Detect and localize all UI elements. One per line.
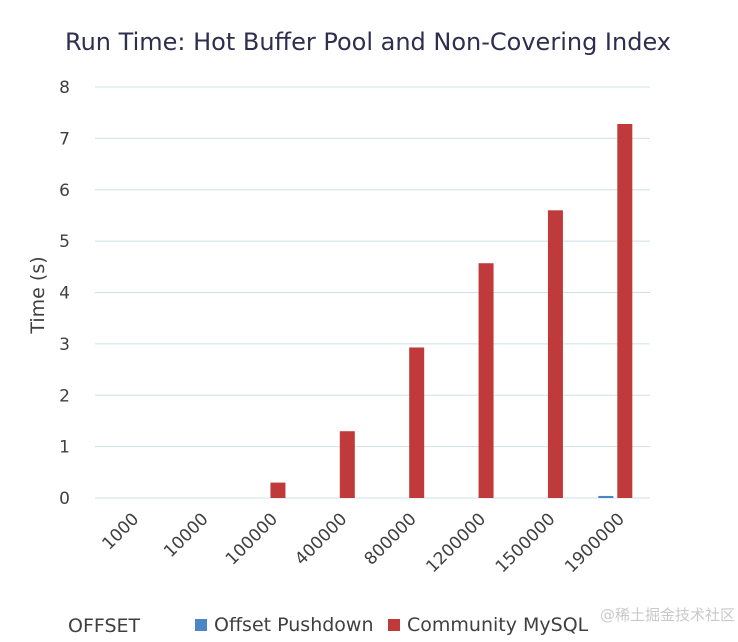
y-tick-label: 7 bbox=[59, 129, 70, 149]
legend-swatch-0 bbox=[195, 619, 207, 631]
legend-label-1: Community MySQL bbox=[407, 614, 589, 636]
bar-offset-pushdown-1900000 bbox=[598, 495, 614, 498]
bar-community-mysql-100000 bbox=[270, 482, 286, 498]
y-tick-label: 4 bbox=[59, 284, 70, 304]
bar-community-mysql-1200000 bbox=[478, 263, 494, 498]
watermark-text: @稀土掘金技术社区 bbox=[600, 606, 735, 624]
legend-swatch-1 bbox=[388, 619, 400, 631]
chart-title: Run Time: Hot Buffer Pool and Non-Coveri… bbox=[65, 28, 671, 56]
bars bbox=[270, 123, 633, 499]
x-tick-label: 1000 bbox=[98, 509, 143, 554]
y-tick-label: 3 bbox=[59, 335, 70, 355]
y-axis-ticks: 0 1 2 3 4 5 6 7 8 bbox=[59, 78, 70, 509]
x-tick-label: 1200000 bbox=[422, 509, 490, 577]
bar-community-mysql-1900000 bbox=[617, 123, 633, 499]
x-tick-label: 800000 bbox=[361, 509, 421, 569]
y-tick-label: 5 bbox=[59, 232, 70, 252]
y-tick-label: 2 bbox=[59, 386, 70, 406]
bar-community-mysql-400000 bbox=[339, 431, 355, 498]
bar-community-mysql-1500000 bbox=[547, 210, 563, 499]
bar-community-mysql-800000 bbox=[409, 347, 425, 498]
x-tick-label: 1900000 bbox=[561, 509, 629, 577]
y-axis-label: Time (s) bbox=[27, 256, 49, 334]
y-tick-label: 0 bbox=[59, 489, 70, 509]
y-tick-label: 6 bbox=[59, 181, 70, 201]
x-axis-label: OFFSET bbox=[68, 615, 141, 637]
x-tick-label: 100000 bbox=[222, 509, 282, 569]
x-tick-label: 10000 bbox=[160, 509, 212, 561]
gridlines bbox=[95, 86, 650, 499]
legend: Offset Pushdown Community MySQL bbox=[195, 614, 589, 636]
x-tick-label: 400000 bbox=[291, 509, 351, 569]
legend-label-0: Offset Pushdown bbox=[214, 614, 374, 636]
y-tick-label: 8 bbox=[59, 78, 70, 98]
x-axis-ticks: 1000 10000 100000 400000 800000 1200000 150000… bbox=[98, 509, 628, 577]
y-tick-label: 1 bbox=[59, 438, 70, 458]
x-tick-label: 1500000 bbox=[492, 509, 560, 577]
